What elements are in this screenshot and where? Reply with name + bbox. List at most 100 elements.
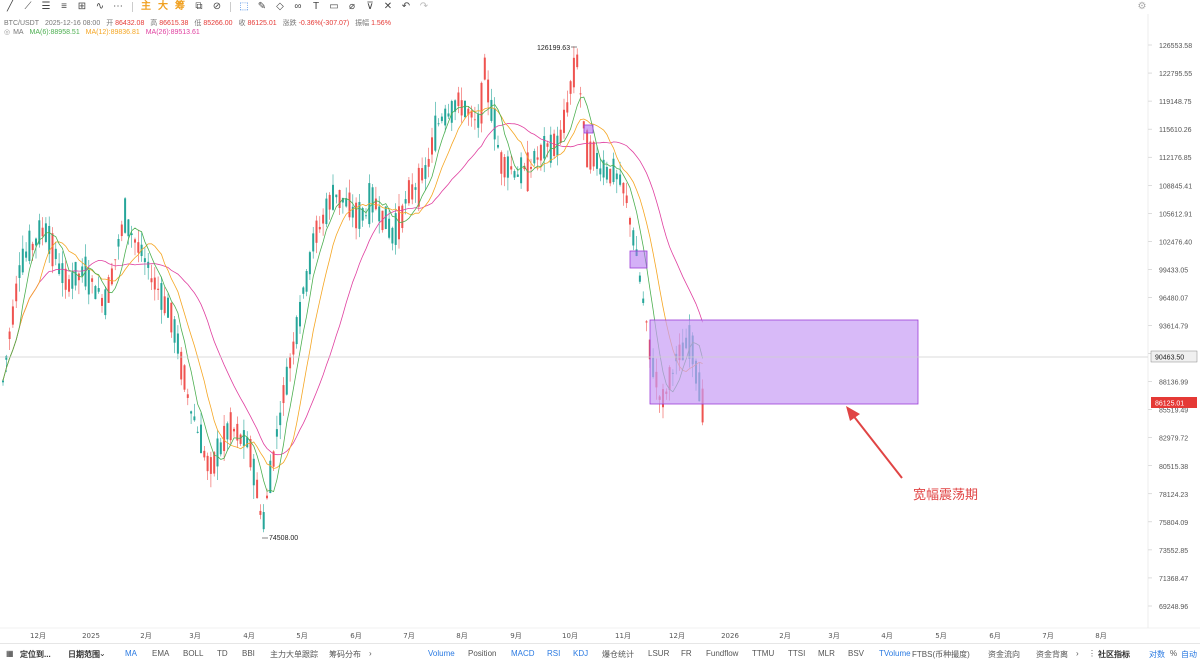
indicator-fund-flow-cn[interactable]: 资金流向 [988, 650, 1020, 659]
community-icon[interactable]: ⋮ [1088, 649, 1096, 658]
candle-body [167, 297, 169, 318]
candle-body [473, 119, 476, 121]
magnet-icon[interactable]: ⌀ [348, 1, 356, 12]
order-block-1[interactable] [583, 124, 594, 134]
chevron-right-icon[interactable]: › [369, 649, 372, 658]
indicator-bsv[interactable]: BSV [848, 649, 865, 658]
low-label: 74508.00 [269, 535, 298, 542]
indicator-lsur[interactable]: LSUR [648, 649, 670, 658]
price-tick-label: 108845.41 [1159, 183, 1192, 190]
indicator-fr[interactable]: FR [681, 649, 692, 658]
settings-icon[interactable]: ⚙ [1137, 1, 1147, 12]
open-value: 86432.08 [115, 20, 145, 27]
indicator-ftbs[interactable]: FTBS(币种撮度) [912, 650, 970, 659]
eraser-icon[interactable]: ⊘ [212, 1, 222, 12]
indicator-macd[interactable]: MACD [511, 649, 535, 658]
measure-icon[interactable]: ◇ [276, 1, 284, 12]
filter-icon[interactable]: ⊽ [366, 1, 374, 12]
horizontal-lines-icon[interactable]: ≡ [61, 1, 67, 12]
indicator-boll[interactable]: BOLL [183, 649, 204, 658]
bookmark-icon[interactable]: ▭ [329, 1, 339, 12]
fib-retracement-icon[interactable]: ⊞ [77, 1, 87, 12]
candle-body [153, 277, 156, 290]
locate-button[interactable]: 定位到... [20, 650, 51, 659]
log-scale-toggle[interactable]: 对数 [1149, 650, 1165, 659]
pencil-icon[interactable]: ✎ [257, 1, 267, 12]
binoculars-icon[interactable]: ∞ [294, 1, 302, 12]
indicator-kdj[interactable]: KDJ [573, 649, 589, 658]
text-tool-icon[interactable]: T [312, 1, 320, 12]
calendar-icon[interactable]: ▦ [6, 649, 14, 658]
indicator-bbi[interactable]: BBI [242, 649, 255, 658]
delete-icon[interactable]: ✕ [383, 1, 393, 12]
candle-body [150, 278, 153, 283]
indicator-ttsi[interactable]: TTSI [788, 649, 806, 658]
candle-body [5, 355, 8, 360]
more-icon[interactable]: ⋯ [113, 1, 123, 12]
candle-body [25, 251, 28, 258]
indicator-position[interactable]: Position [468, 649, 497, 658]
order-block-2[interactable] [629, 250, 648, 269]
candle-body [54, 248, 57, 260]
change-value: -0.36%(-307.07) [298, 20, 350, 27]
indicator-tvolume[interactable]: TVolume [879, 649, 911, 658]
chevron-down-icon[interactable]: ⌄ [99, 649, 106, 658]
candle-body [457, 92, 460, 107]
candle-body [645, 321, 648, 323]
candle-body [279, 412, 282, 426]
candle-body [282, 385, 285, 404]
indicator-liquidation[interactable]: 爆仓统计 [602, 650, 634, 659]
indicator-fundflow[interactable]: Fundflow [706, 649, 739, 658]
consolidation-zone[interactable] [649, 319, 919, 405]
indicator-chip[interactable]: 筹码分布 [329, 650, 361, 659]
big-order-icon[interactable]: 大 [158, 1, 168, 12]
candle-body [295, 317, 298, 345]
chip-icon[interactable]: 筹 [175, 1, 185, 12]
candle-body [394, 213, 397, 245]
candle-body [21, 248, 24, 273]
indicator-main-force[interactable]: 主力大单跟踪 [270, 650, 318, 659]
candle-body [516, 174, 519, 177]
indicator-rsi[interactable]: RSI [547, 649, 561, 658]
candle-body [193, 416, 196, 421]
candle-body [137, 242, 140, 253]
indicator-ttmu[interactable]: TTMU [752, 649, 775, 658]
eye-icon[interactable]: ◎ [4, 29, 11, 36]
ray-tool-icon[interactable]: ⟋ [24, 1, 32, 12]
high-label: 126199.63 [537, 45, 570, 52]
candle-body [134, 239, 136, 243]
candle-body [114, 259, 117, 261]
zigzag-icon[interactable]: ∿ [95, 1, 105, 12]
candle-body [533, 150, 536, 164]
indicator-ema[interactable]: EMA [152, 649, 170, 658]
candle-body [513, 171, 516, 178]
price-tick-label: 105612.91 [1159, 211, 1192, 218]
auto-scale-toggle[interactable]: 自动 [1181, 650, 1197, 659]
indicator-ma[interactable]: MA [125, 649, 137, 658]
candle-body [107, 277, 110, 303]
main-force-icon[interactable]: 主 [141, 1, 151, 12]
copy-icon[interactable]: ⧉ [195, 1, 203, 12]
cursor-icon[interactable]: ⬚ [239, 1, 249, 12]
community-indicators-button[interactable]: 社区指标 [1098, 650, 1130, 659]
indicator-divergence[interactable]: 资金背离 [1036, 650, 1068, 659]
candle-body [477, 114, 480, 128]
ma-label[interactable]: MA [13, 29, 24, 36]
parallel-channel-icon[interactable]: ☰ [41, 1, 51, 12]
price-tick-label: 69248.96 [1159, 604, 1188, 611]
date-range-button[interactable]: 日期范围 [68, 650, 100, 659]
indicator-mlr[interactable]: MLR [818, 649, 835, 658]
candle-body [407, 180, 410, 204]
candle-body [365, 215, 367, 217]
indicator-td[interactable]: TD [217, 649, 228, 658]
indicator-volume[interactable]: Volume [428, 649, 455, 658]
percent-toggle[interactable]: % [1170, 649, 1178, 658]
line-tool-icon[interactable]: ╱ [6, 1, 14, 12]
candle-body [341, 197, 344, 203]
candle-body [101, 297, 103, 306]
undo-icon[interactable]: ↶ [401, 1, 411, 12]
candle-body [424, 165, 427, 179]
redo-icon[interactable]: ↷ [419, 1, 429, 12]
chevron-right-icon-2[interactable]: › [1076, 649, 1079, 658]
